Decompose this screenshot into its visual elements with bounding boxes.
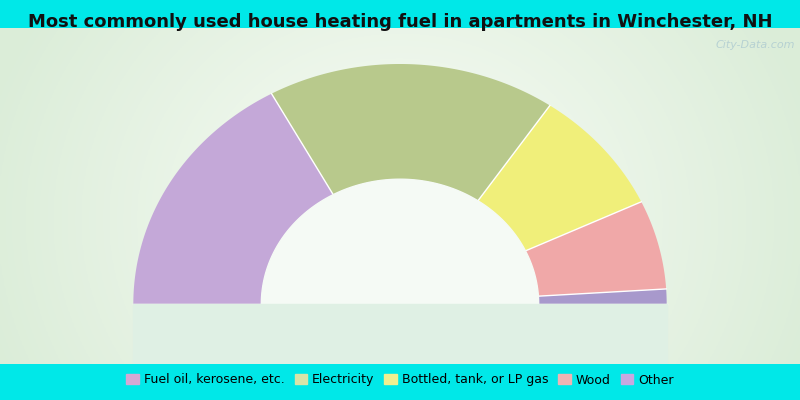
Polygon shape — [262, 179, 538, 304]
Polygon shape — [526, 202, 666, 296]
Polygon shape — [478, 106, 642, 251]
Polygon shape — [271, 64, 550, 201]
Legend: Fuel oil, kerosene, etc., Electricity, Bottled, tank, or LP gas, Wood, Other: Fuel oil, kerosene, etc., Electricity, B… — [122, 368, 678, 392]
Text: Most commonly used house heating fuel in apartments in Winchester, NH: Most commonly used house heating fuel in… — [28, 13, 772, 31]
Text: City-Data.com: City-Data.com — [715, 40, 794, 50]
Polygon shape — [134, 94, 333, 304]
Polygon shape — [538, 289, 666, 304]
Polygon shape — [134, 304, 666, 364]
